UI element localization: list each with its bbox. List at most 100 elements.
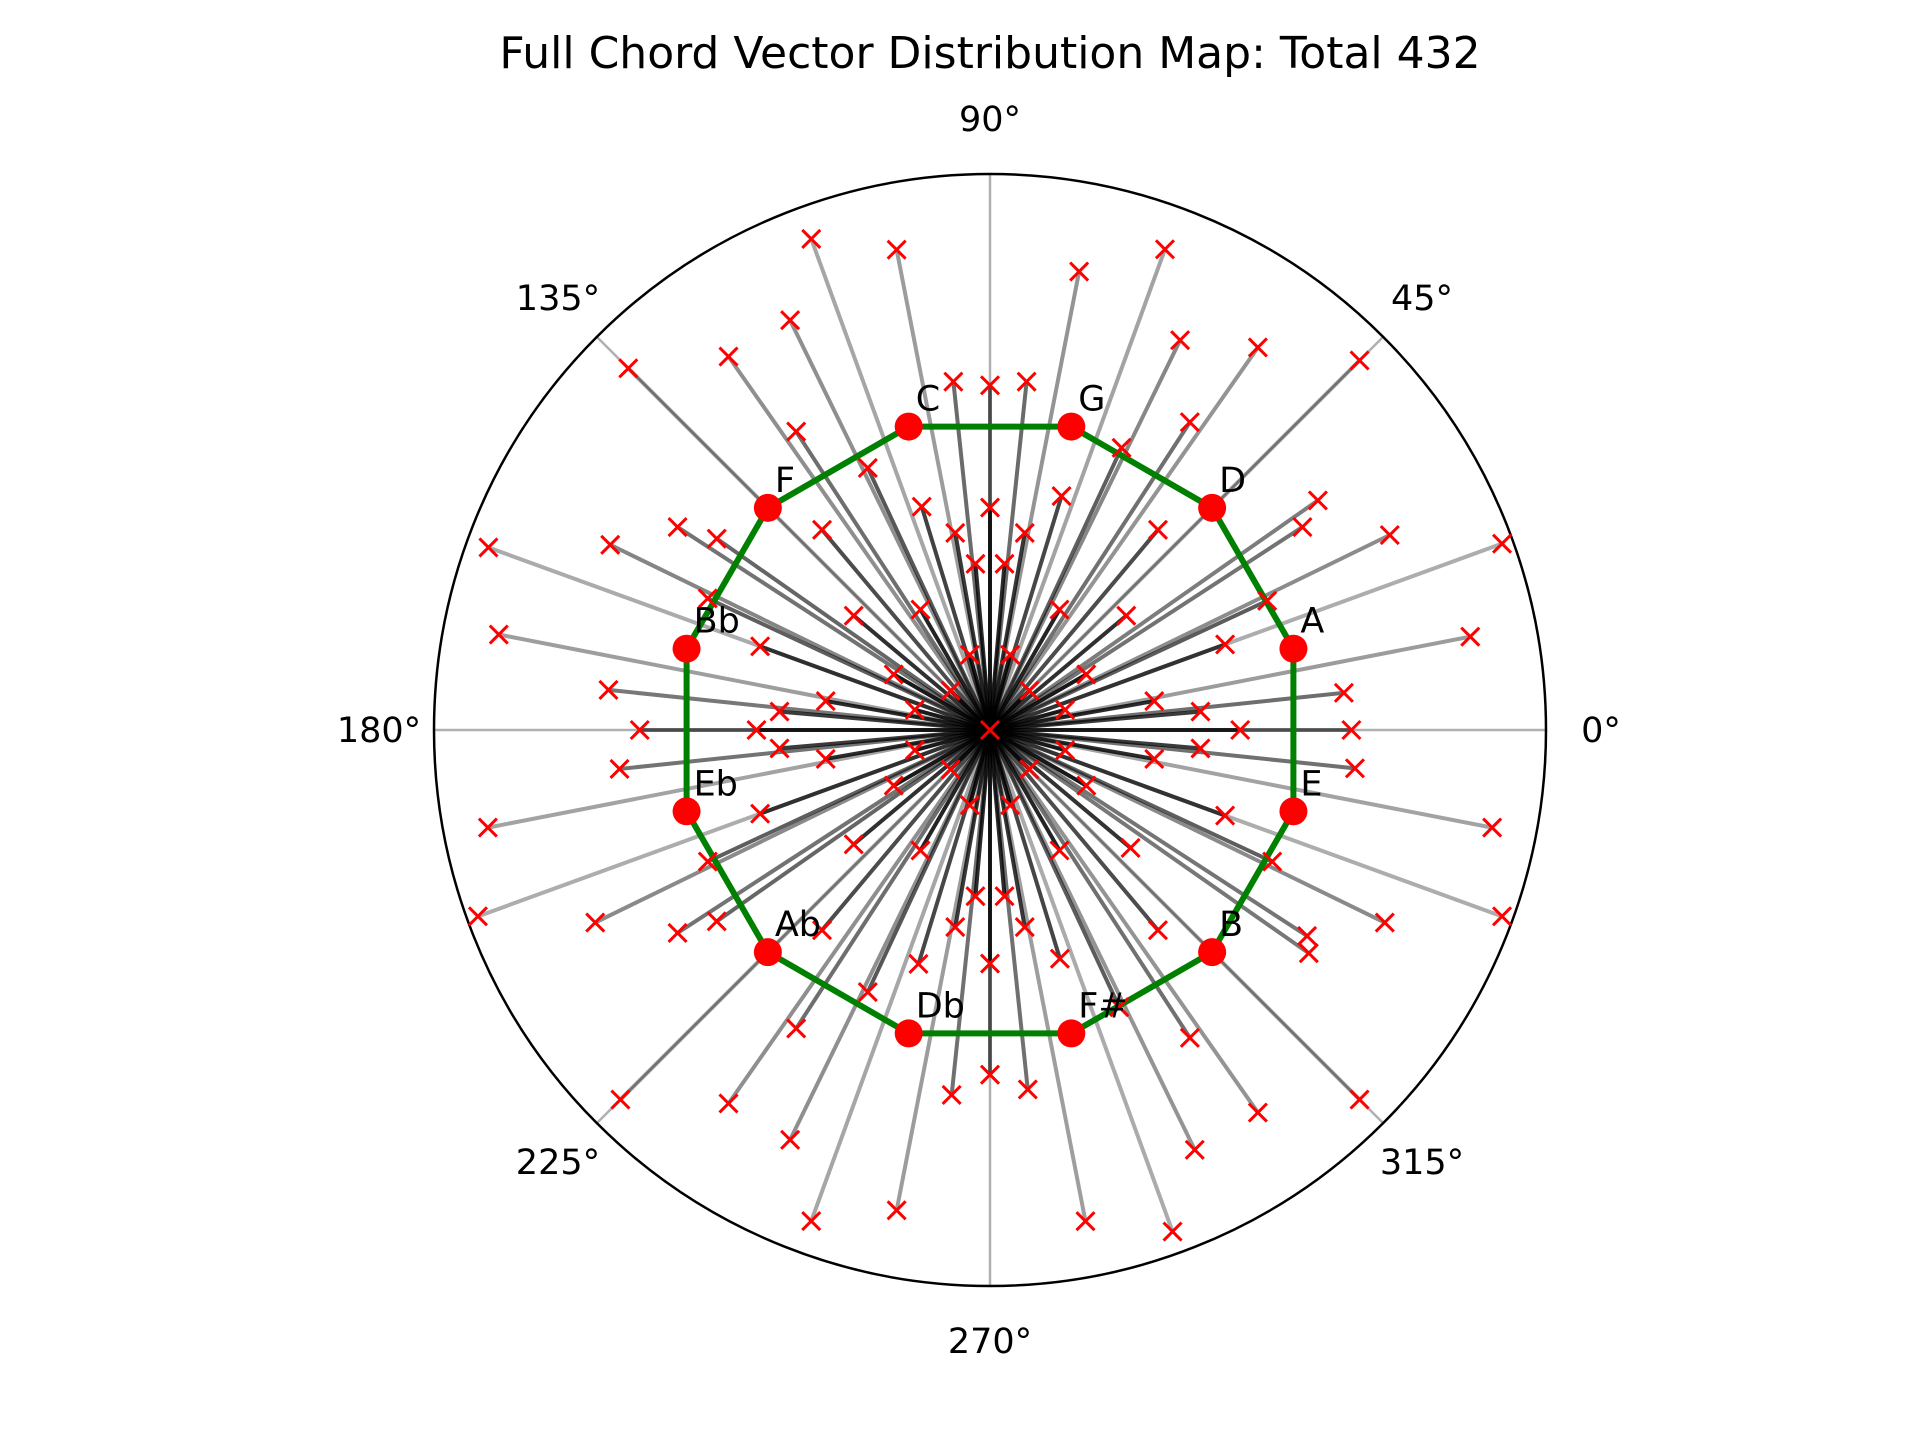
- marker-stroke-b: [1147, 920, 1169, 941]
- vector-marker-91: [1162, 1221, 1183, 1242]
- vector-marker-83: [1055, 740, 1076, 761]
- vector-line-91: [988, 728, 1175, 1234]
- marker-stroke-b: [843, 834, 864, 855]
- marker-stroke-b: [1147, 519, 1169, 540]
- vector-marker-32: [1179, 412, 1200, 433]
- marker-stroke-b: [965, 553, 986, 574]
- angle-tick-0: 0°: [1581, 711, 1621, 751]
- marker-stroke-b: [610, 1089, 631, 1110]
- marker-stroke-b: [1179, 1027, 1200, 1048]
- marker-stroke-b: [883, 775, 904, 796]
- vector-marker-82: [904, 740, 925, 761]
- note-label-Db: Db: [916, 986, 965, 1026]
- vector-marker-65: [815, 690, 836, 712]
- vector-marker-15: [1482, 817, 1503, 838]
- marker-stroke-b: [940, 680, 961, 701]
- grid-line-45: [989, 335, 1385, 731]
- polar-frame: [432, 172, 1548, 1288]
- marker-stroke-b: [1069, 261, 1090, 282]
- vector-marker-105: [857, 457, 878, 479]
- vector-marker-46: [908, 953, 929, 975]
- marker-stroke-b: [786, 421, 807, 442]
- vector-line-37: [675, 525, 992, 732]
- marker-stroke-b: [811, 920, 833, 941]
- marker-stroke-b: [908, 953, 929, 975]
- marker-stroke-b: [609, 758, 630, 779]
- note-marker-A: [1279, 634, 1308, 663]
- marker-stroke-b: [910, 599, 931, 620]
- marker-stroke-b: [811, 519, 833, 540]
- vector-marker-67: [1144, 748, 1165, 770]
- vector-marker-9: [886, 239, 907, 260]
- vector-marker-70: [910, 840, 931, 861]
- marker-stroke-b: [979, 953, 1001, 974]
- marker-stroke-b: [945, 522, 966, 543]
- vector-marker-13: [488, 624, 509, 645]
- note-label-Bb: Bb: [694, 602, 740, 642]
- vector-marker-28: [1016, 371, 1037, 392]
- vector-marker-68: [1049, 599, 1070, 620]
- marker-stroke-b: [1374, 912, 1395, 933]
- vector-line-94: [475, 728, 992, 919]
- marker-stroke-b: [1349, 1089, 1370, 1110]
- vector-marker-100: [1307, 490, 1328, 511]
- marker-stroke-b: [750, 803, 771, 824]
- vector-marker-97: [718, 346, 739, 367]
- vector-marker-106: [857, 981, 878, 1003]
- vector-line-39: [988, 728, 1310, 938]
- vector-line-107: [988, 728, 1122, 1010]
- vector-marker-87: [1019, 759, 1040, 780]
- vector-marker-27: [1374, 912, 1395, 933]
- vector-line-97: [726, 354, 992, 732]
- vector-marker-42: [609, 758, 630, 779]
- vector-marker-22: [780, 1129, 801, 1150]
- marker-stroke-b: [801, 228, 822, 249]
- vector-line-60: [988, 613, 1129, 732]
- marker-stroke-b: [786, 1018, 807, 1039]
- vector-marker-72: [1076, 664, 1097, 685]
- note-label-C: C: [916, 380, 940, 420]
- marker-stroke-b: [979, 719, 1001, 741]
- marker-stroke-b: [1116, 605, 1137, 626]
- note-label-G: G: [1078, 380, 1105, 420]
- note-marker-Bb: [672, 634, 701, 663]
- marker-stroke-b: [815, 690, 836, 712]
- chart-title: Full Chord Vector Distribution Map: Tota…: [499, 28, 1480, 79]
- marker-stroke-b: [1215, 634, 1236, 655]
- vector-marker-1: [979, 497, 1001, 518]
- vector-line-119: [988, 728, 1203, 751]
- vector-marker-56: [994, 553, 1015, 574]
- marker-stroke-b: [1109, 997, 1130, 1018]
- note-label-B: B: [1219, 905, 1243, 945]
- marker-stroke-b: [1482, 817, 1503, 838]
- angle-tick-225: 225°: [516, 1143, 600, 1183]
- grid-line-135: [595, 335, 991, 731]
- vector-marker-14: [477, 817, 498, 838]
- vector-line-116: [988, 709, 1203, 732]
- marker-stroke-b: [1051, 485, 1072, 507]
- note-markers: A D G C F Bb Eb Ab Db F# B E: [672, 380, 1324, 1048]
- vector-line-92: [988, 541, 1505, 732]
- vector-marker-96: [1247, 337, 1268, 358]
- marker-stroke-b: [1307, 490, 1328, 511]
- marker-stroke-b: [706, 528, 727, 549]
- vector-line-106: [865, 728, 992, 995]
- vector-marker-29: [943, 371, 964, 392]
- vector-marker-116: [1190, 701, 1211, 722]
- angle-tick-90: 90°: [959, 100, 1021, 140]
- angle-tick-labels: 0° 45° 90° 135° 180° 225° 270° 315°: [337, 100, 1621, 1362]
- vector-line-113: [953, 530, 992, 732]
- vector-line-63: [988, 728, 1133, 850]
- marker-stroke-b: [697, 851, 718, 872]
- marker-stroke-b: [1120, 837, 1141, 858]
- vector-marker-89: [801, 228, 822, 249]
- vector-line-93: [486, 545, 992, 732]
- vector-line-54: [820, 728, 992, 933]
- vector-line-112: [988, 530, 1027, 732]
- marker-stroke-b: [618, 358, 639, 379]
- vector-marker-37: [667, 517, 688, 538]
- marker-stroke-b: [994, 886, 1015, 907]
- vector-marker-64: [1144, 690, 1165, 712]
- vector-marker-80: [1055, 699, 1076, 720]
- marker-stroke-b: [1247, 1102, 1268, 1123]
